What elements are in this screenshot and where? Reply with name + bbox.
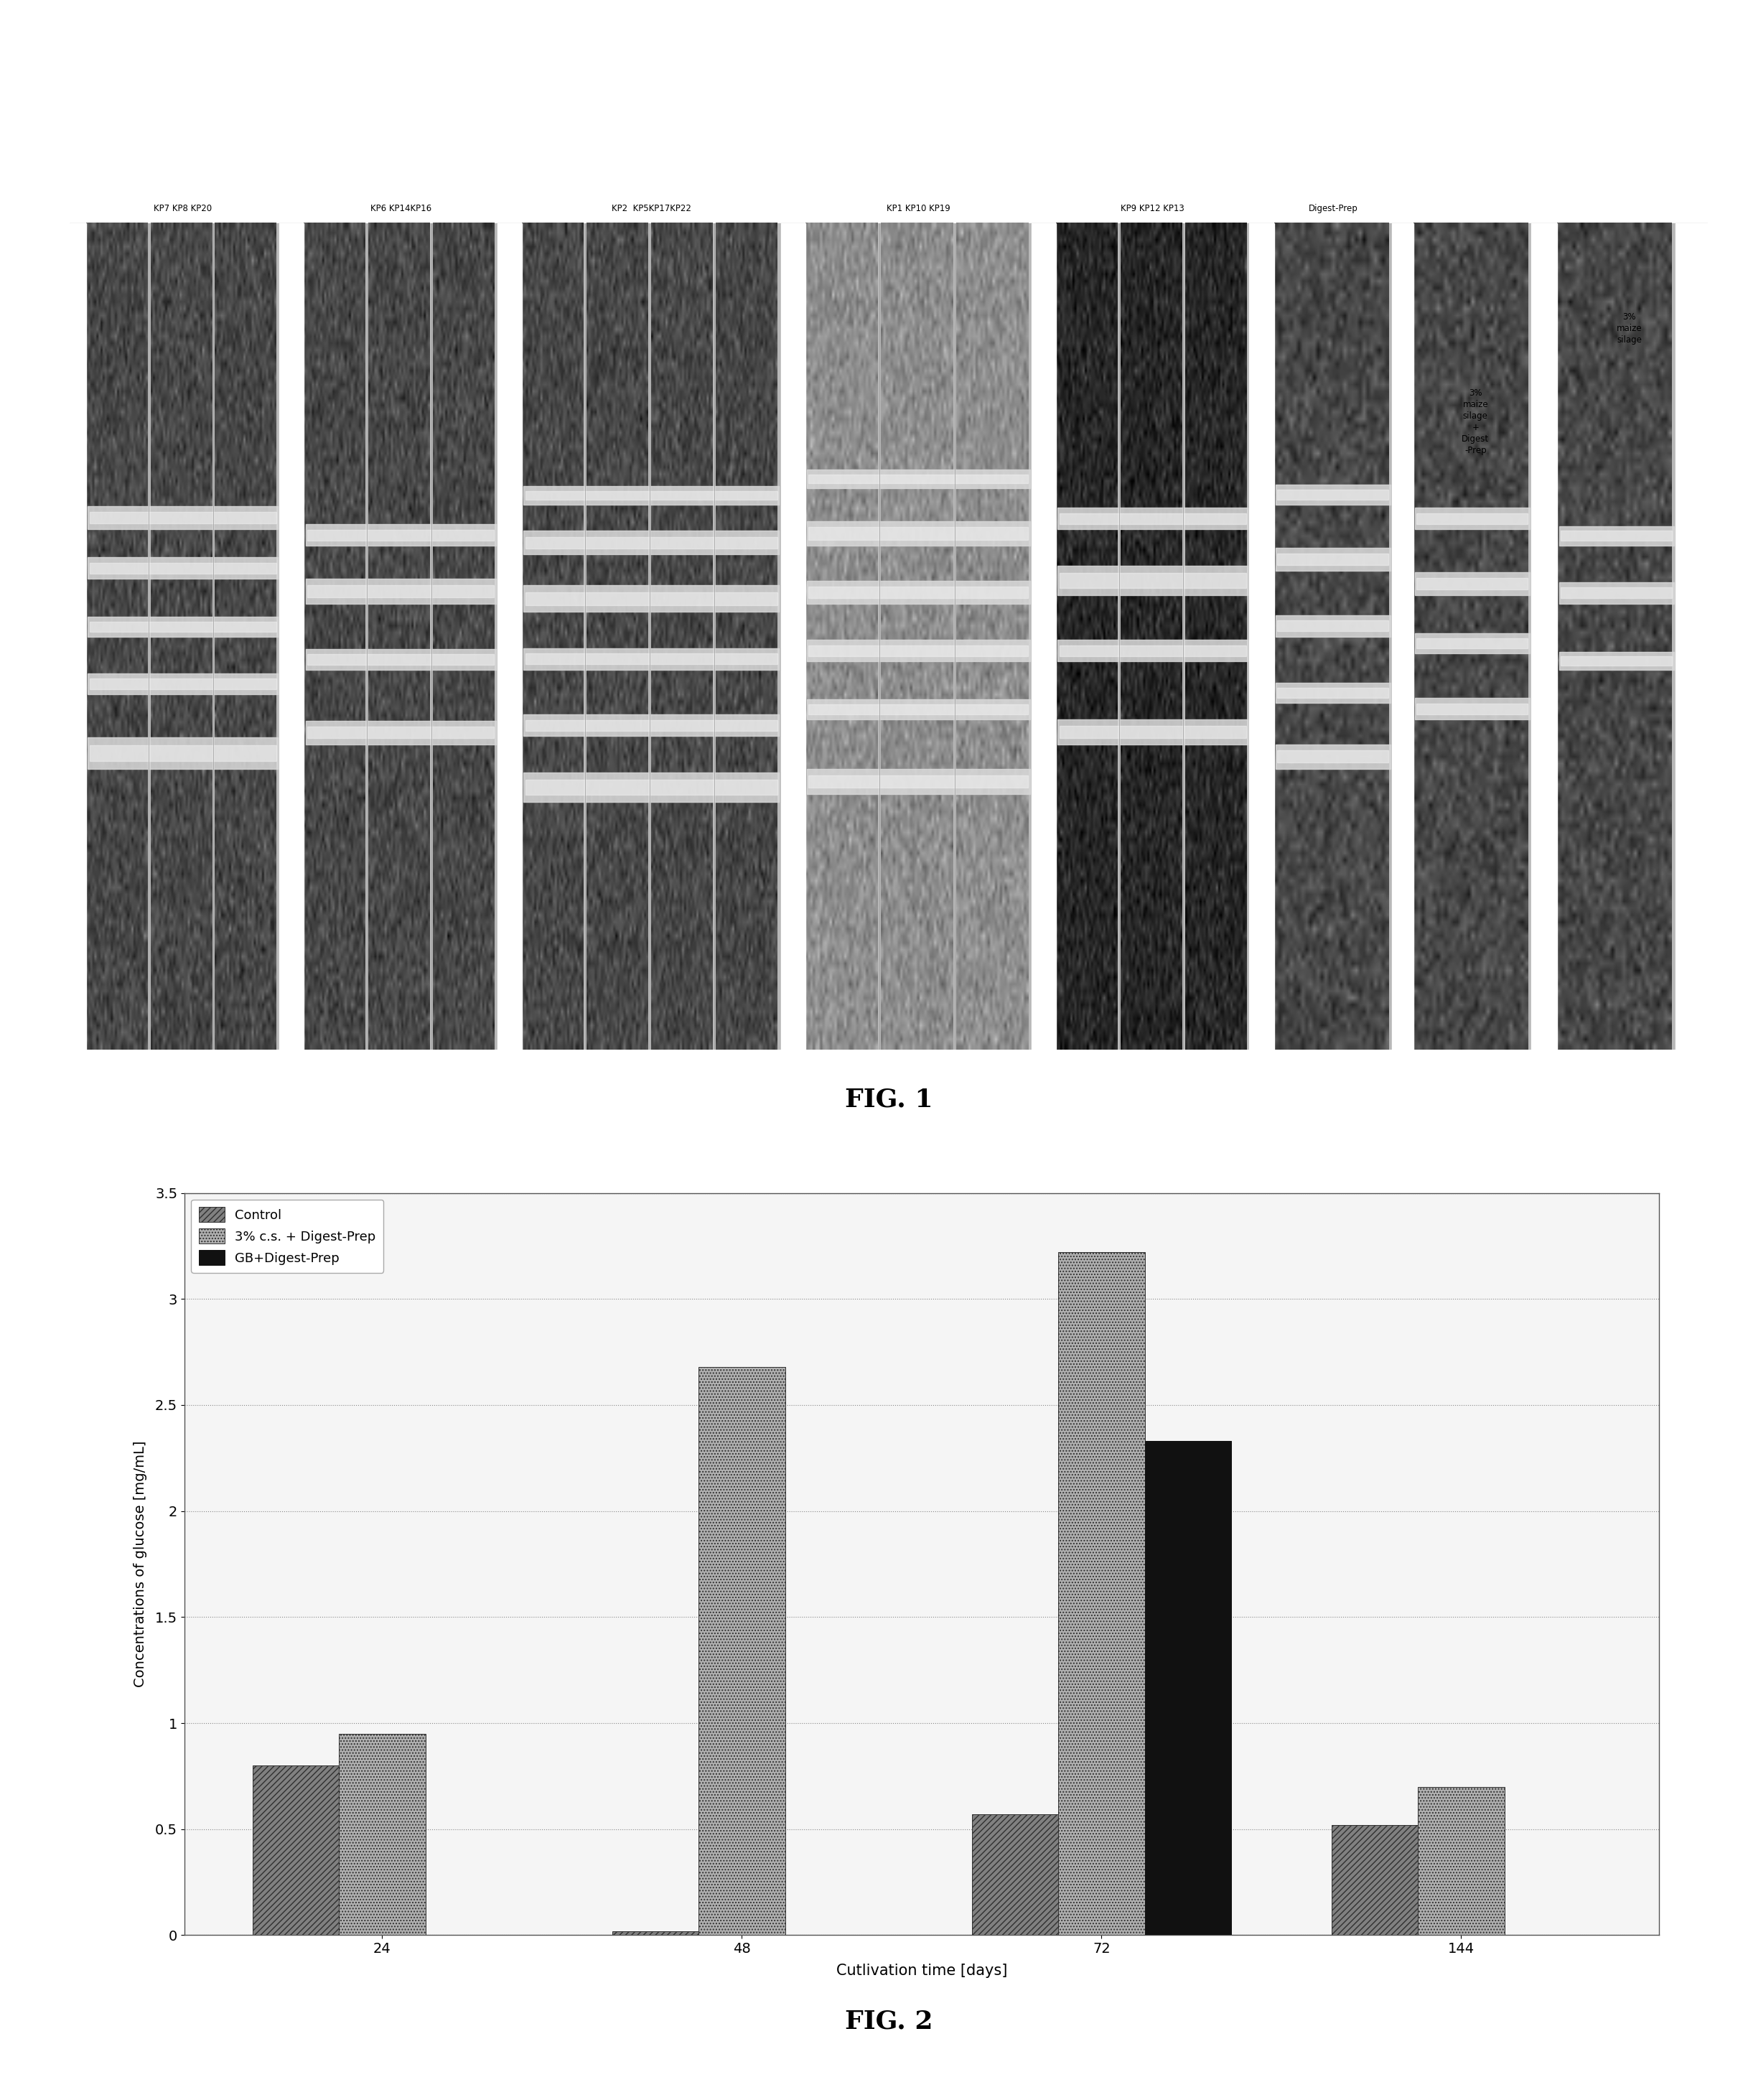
Bar xyxy=(1058,720,1248,743)
Bar xyxy=(87,617,277,636)
Bar xyxy=(1276,548,1391,571)
Bar xyxy=(1060,512,1246,523)
Bar xyxy=(305,580,495,603)
Bar xyxy=(1058,508,1248,529)
Bar xyxy=(1250,223,1274,1050)
Bar xyxy=(809,775,1028,788)
Bar xyxy=(305,720,495,743)
Bar xyxy=(807,699,1030,720)
Bar xyxy=(1558,525,1673,546)
Bar xyxy=(523,586,779,611)
Bar xyxy=(1060,727,1246,737)
Bar xyxy=(807,640,1030,662)
Bar xyxy=(87,737,277,769)
Bar xyxy=(307,586,493,598)
Bar xyxy=(525,720,777,731)
Bar xyxy=(1530,223,1558,1050)
Bar xyxy=(807,470,1030,487)
Bar xyxy=(1417,638,1529,649)
Bar xyxy=(1276,485,1391,504)
Bar xyxy=(525,491,777,500)
Bar xyxy=(809,586,1028,598)
Bar xyxy=(1278,552,1389,565)
Bar xyxy=(279,223,303,1050)
Bar xyxy=(70,223,1708,1050)
Bar xyxy=(87,506,277,529)
Bar xyxy=(307,529,493,540)
Bar xyxy=(809,475,1028,483)
Bar xyxy=(1558,651,1673,670)
Bar xyxy=(807,521,1030,546)
Bar xyxy=(1393,223,1414,1050)
Bar xyxy=(809,527,1028,540)
Bar xyxy=(89,746,275,760)
Bar xyxy=(1417,704,1529,714)
Bar xyxy=(523,531,779,554)
Bar xyxy=(1276,743,1391,769)
Bar xyxy=(1415,634,1530,653)
Bar xyxy=(1058,640,1248,662)
Bar xyxy=(1060,645,1246,655)
Bar xyxy=(1278,750,1389,762)
Bar xyxy=(1278,489,1389,500)
Bar xyxy=(1417,512,1529,523)
Bar xyxy=(523,714,779,735)
Bar xyxy=(525,538,777,548)
Text: KP9 KP12 KP13: KP9 KP12 KP13 xyxy=(1121,204,1185,214)
Bar xyxy=(307,655,493,664)
Text: KP1 KP10 KP19: KP1 KP10 KP19 xyxy=(887,204,950,214)
Bar xyxy=(1058,565,1248,596)
Bar xyxy=(809,704,1028,714)
Text: KP6 KP14KP16: KP6 KP14KP16 xyxy=(370,204,431,214)
Bar xyxy=(1276,682,1391,704)
Bar xyxy=(1276,615,1391,636)
Bar xyxy=(525,592,777,605)
Bar xyxy=(1675,223,1708,1050)
Text: KP7 KP8 KP20: KP7 KP8 KP20 xyxy=(153,204,213,214)
Text: 3%
maize
silage: 3% maize silage xyxy=(1618,313,1642,344)
Bar xyxy=(1560,655,1672,666)
Bar xyxy=(307,727,493,739)
Text: 3%
maize
silage
+
Digest
-Prep: 3% maize silage + Digest -Prep xyxy=(1462,388,1489,456)
Bar xyxy=(1417,578,1529,590)
Bar xyxy=(89,678,275,689)
Bar xyxy=(1560,531,1672,542)
Text: FIG. 1: FIG. 1 xyxy=(845,1088,933,1111)
Bar xyxy=(89,622,275,632)
Bar xyxy=(523,487,779,504)
Text: FIG. 2: FIG. 2 xyxy=(845,2010,933,2033)
Bar xyxy=(523,773,779,802)
Bar xyxy=(1060,573,1246,588)
Bar xyxy=(497,223,521,1050)
Bar xyxy=(523,649,779,670)
Text: Digest-Prep: Digest-Prep xyxy=(1309,204,1358,214)
Bar xyxy=(87,674,277,695)
Bar xyxy=(1558,582,1673,603)
Bar xyxy=(89,563,275,573)
Bar xyxy=(305,649,495,670)
Bar xyxy=(1560,588,1672,598)
Bar xyxy=(525,779,777,794)
Bar xyxy=(305,525,495,546)
Text: KP2  KP5KP17KP22: KP2 KP5KP17KP22 xyxy=(612,204,692,214)
Bar xyxy=(781,223,805,1050)
Bar xyxy=(70,223,85,1050)
Bar xyxy=(1278,689,1389,697)
Bar xyxy=(1415,508,1530,529)
Bar xyxy=(1415,571,1530,596)
Bar xyxy=(807,769,1030,794)
Bar xyxy=(809,645,1028,655)
Bar xyxy=(807,580,1030,603)
Bar xyxy=(1032,223,1056,1050)
Bar xyxy=(89,512,275,523)
Bar xyxy=(1278,622,1389,632)
Bar xyxy=(87,556,277,580)
Bar xyxy=(1415,697,1530,720)
Bar xyxy=(525,653,777,664)
